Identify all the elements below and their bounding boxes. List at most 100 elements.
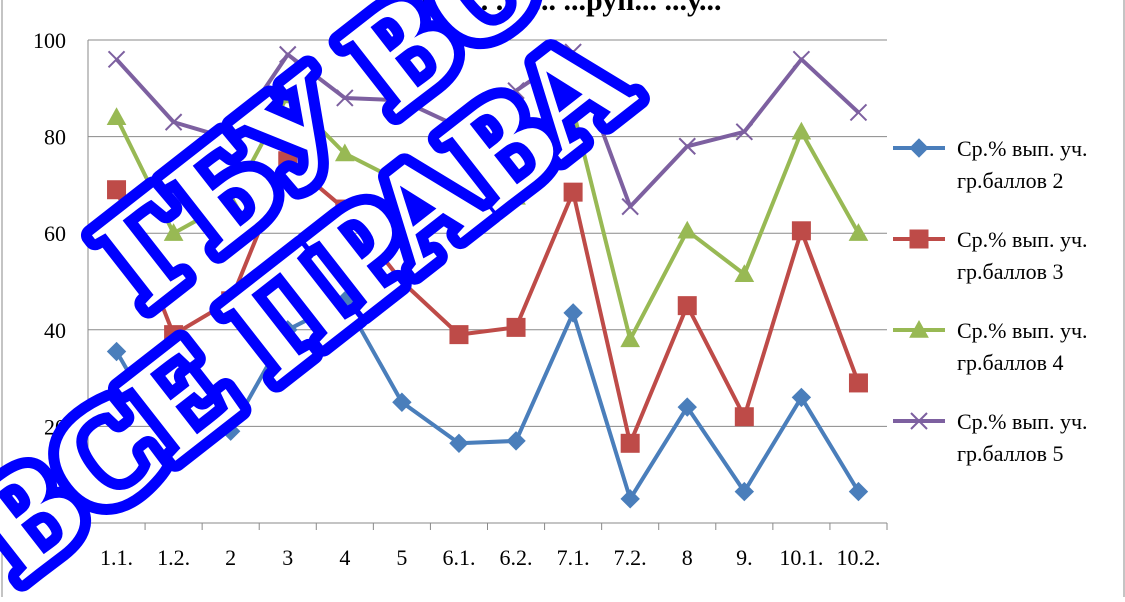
data-point xyxy=(734,264,755,282)
legend-marker xyxy=(910,412,928,430)
data-point xyxy=(620,489,640,509)
y-tick-label-80: 80 xyxy=(44,125,66,150)
data-point xyxy=(335,199,355,219)
data-point xyxy=(220,421,241,441)
x-tick-label: 7.1. xyxy=(557,545,590,570)
x-tick-label: 10.2. xyxy=(836,545,880,570)
legend-item-2: Ср.% вып. уч. гр.баллов 3 xyxy=(893,227,1088,284)
legend-label: гр.баллов 4 xyxy=(957,350,1064,375)
marker-x-stroke xyxy=(910,412,928,430)
data-point xyxy=(392,172,412,191)
data-point xyxy=(621,197,639,216)
chart-title: ...ред... ...д... ...руп... ...у... xyxy=(398,0,721,17)
series-4 xyxy=(107,43,868,216)
marker-x-stroke xyxy=(221,130,240,148)
x-tick-label: 3 xyxy=(282,545,293,570)
x-tick-label: 1.2. xyxy=(157,545,190,570)
data-point xyxy=(734,407,754,427)
marker-x-stroke xyxy=(621,197,639,216)
data-point xyxy=(163,223,184,241)
legend-label: гр.баллов 3 xyxy=(957,259,1064,284)
data-point xyxy=(279,45,297,64)
legend-marker xyxy=(909,229,929,249)
series-3 xyxy=(106,85,869,348)
series-line-2 xyxy=(114,158,861,446)
y-tick-label-0: 0 xyxy=(55,511,66,536)
x-tick-label: 7.2. xyxy=(614,545,647,570)
series-layer xyxy=(106,43,869,509)
data-point xyxy=(506,317,526,337)
marker-x-stroke xyxy=(792,50,811,69)
series-1 xyxy=(106,291,869,509)
data-point xyxy=(848,373,868,393)
data-point xyxy=(791,121,812,140)
data-point xyxy=(677,220,698,239)
legend-item-4: Ср.% вып. уч. гр.баллов 5 xyxy=(893,409,1088,466)
legend-label: гр.баллов 2 xyxy=(957,168,1064,193)
data-point xyxy=(106,107,127,125)
marker-x-stroke xyxy=(393,91,411,110)
legend-label: Ср.% вып. уч. xyxy=(957,409,1088,434)
series-line-1 xyxy=(114,298,861,501)
x-tick-label: 9. xyxy=(736,545,753,570)
x-tick-label: 1.1. xyxy=(100,545,133,570)
data-point xyxy=(678,137,696,155)
data-point xyxy=(563,303,583,323)
legend-label: Ср.% вып. уч. xyxy=(957,227,1088,252)
legend-item-1: Ср.% вып. уч. гр.баллов 2 xyxy=(893,136,1088,193)
data-point xyxy=(392,392,412,412)
legend-marker xyxy=(909,319,929,338)
data-point xyxy=(221,291,241,311)
data-point xyxy=(450,118,468,136)
data-point xyxy=(848,481,869,502)
data-point xyxy=(106,341,127,362)
legend-marker xyxy=(909,138,929,158)
data-point xyxy=(449,223,469,241)
legend: Ср.% вып. уч. гр.баллов 2 Ср.% вып. уч. гр.… xyxy=(893,136,1088,466)
data-point xyxy=(620,433,640,453)
marker-x-stroke xyxy=(107,50,126,69)
y-tick-label-20: 20 xyxy=(44,414,66,439)
data-point xyxy=(449,433,469,454)
data-point xyxy=(164,325,184,345)
data-point xyxy=(506,431,526,451)
marker-x-stroke xyxy=(564,43,582,61)
data-point xyxy=(734,481,755,502)
x-tick-label: 6.2. xyxy=(500,545,533,570)
legend-label: Ср.% вып. уч. xyxy=(957,318,1088,343)
marker-x-stroke xyxy=(849,103,868,122)
y-tick-label-100: 100 xyxy=(33,28,66,53)
data-point xyxy=(335,291,355,311)
data-point xyxy=(334,143,355,162)
data-point xyxy=(393,91,411,110)
x-tick-label: 5 xyxy=(396,545,407,570)
data-point xyxy=(163,440,184,461)
data-point xyxy=(506,186,526,205)
data-point xyxy=(791,387,812,408)
marker-x-stroke xyxy=(678,137,696,155)
data-point xyxy=(677,397,697,417)
data-point xyxy=(677,296,697,316)
axes: 0 20 40 60 80 100 1.1. 1.2. 2 3 4 5 6.1. 6.2. 7.1. 7.2.… xyxy=(33,28,888,570)
marker-x-stroke xyxy=(164,113,183,131)
y-tick-label-60: 60 xyxy=(44,221,66,246)
x-tick-label: 10.1. xyxy=(779,545,823,570)
legend-label: гр.баллов 5 xyxy=(957,441,1064,466)
x-tick-label: 2 xyxy=(225,545,236,570)
data-point xyxy=(564,43,582,61)
marker-x-stroke xyxy=(735,123,754,141)
data-point xyxy=(507,82,525,100)
data-point xyxy=(563,100,583,118)
data-point xyxy=(849,103,868,122)
data-point xyxy=(336,89,354,107)
series-line-4 xyxy=(115,50,860,209)
data-point xyxy=(620,329,641,348)
data-point xyxy=(848,223,869,241)
data-point xyxy=(791,221,811,241)
legend-label: Ср.% вып. уч. xyxy=(957,136,1088,161)
data-point xyxy=(792,50,811,69)
data-point xyxy=(277,85,298,104)
